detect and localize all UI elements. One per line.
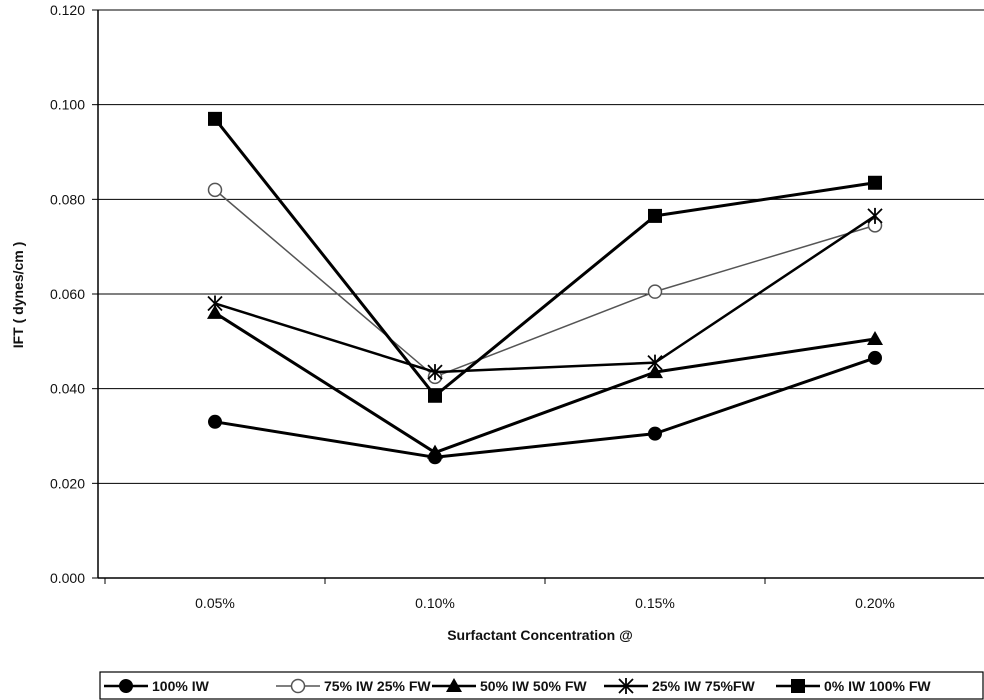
data-point — [207, 182, 223, 198]
data-point — [427, 364, 443, 381]
data-point — [427, 444, 443, 459]
series-line — [214, 356, 876, 459]
data-point — [207, 304, 223, 319]
legend-box — [99, 671, 984, 700]
data-point — [868, 175, 882, 190]
y-tick-label: 0.120 — [50, 2, 85, 18]
data-point — [428, 388, 442, 403]
data-point — [647, 364, 663, 379]
x-tick-label: 0.05% — [195, 595, 235, 611]
series-5 — [208, 111, 882, 403]
series-line — [214, 189, 876, 378]
series-1 — [208, 350, 882, 465]
series-2 — [207, 182, 883, 385]
legend-label: 50% IW 50% FW — [480, 678, 587, 694]
x-axis-ticks: 0.05% 0.10% 0.15% 0.20% — [104, 578, 895, 611]
data-point — [867, 330, 883, 345]
legend-swatch-marker — [791, 679, 805, 693]
data-point — [207, 295, 223, 312]
legend-swatch-marker — [119, 679, 133, 693]
series-3 — [207, 304, 883, 459]
x-axis-title: Surfactant Concentration @ — [447, 627, 633, 643]
legend-label: 75% IW 25% FW — [324, 678, 431, 694]
legend-entry: 100% IW — [104, 678, 210, 694]
y-tick-label: 0.060 — [50, 286, 85, 302]
legend-label: 100% IW — [152, 678, 210, 694]
x-tick-label: 0.20% — [855, 595, 895, 611]
y-axis-title: IFT ( dynes/cm ) — [10, 242, 26, 349]
legend-entry: 0% IW 100% FW — [776, 678, 931, 694]
legend-entry: 25% IW 75%FW — [604, 678, 755, 694]
data-point — [648, 426, 662, 441]
series-line — [214, 311, 876, 455]
y-tick-label: 0.000 — [50, 570, 85, 586]
y-tick-label: 0.040 — [50, 381, 85, 397]
data-point — [647, 284, 663, 299]
series-line — [213, 117, 876, 398]
y-tick-label: 0.080 — [50, 191, 85, 207]
x-tick-label: 0.15% — [635, 595, 675, 611]
data-point — [647, 354, 663, 371]
data-point — [208, 414, 222, 429]
data-point — [208, 111, 222, 126]
y-axis-ticks: 0.000 0.020 0.040 0.060 0.080 0.100 0.120 — [50, 2, 98, 586]
series-layer — [207, 111, 883, 465]
data-point — [867, 207, 883, 224]
data-point — [868, 350, 882, 365]
legend-swatch-marker — [618, 678, 634, 694]
y-tick-label: 0.020 — [50, 475, 85, 491]
legend-label: 25% IW 75%FW — [652, 678, 755, 694]
data-point — [648, 208, 662, 223]
series-4 — [207, 207, 883, 381]
legend-entry: 75% IW 25% FW — [276, 678, 431, 694]
legend-entry: 50% IW 50% FW — [432, 678, 587, 694]
legend-label: 0% IW 100% FW — [824, 678, 931, 694]
x-tick-label: 0.10% — [415, 595, 455, 611]
series-line — [214, 214, 876, 374]
y-tick-label: 0.100 — [50, 97, 85, 113]
legend-swatch-marker — [446, 678, 462, 692]
gridlines — [98, 9, 984, 484]
legend-swatch-marker — [290, 678, 306, 694]
legend: 100% IW 75% IW 25% FW 50% IW 50% FW 25% IW … — [99, 671, 984, 700]
